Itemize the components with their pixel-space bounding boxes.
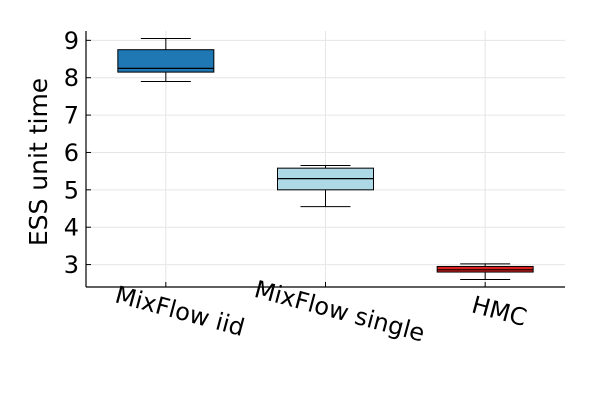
- axis-layer: [85, 31, 565, 288]
- y-tick-label: 4: [64, 214, 79, 242]
- x-tick-label: MixFlow single: [251, 275, 427, 347]
- y-tick-label: 3: [64, 251, 79, 279]
- iqr-box: [117, 49, 215, 73]
- box-layer: [117, 37, 534, 281]
- box-group: [117, 37, 215, 82]
- y-tick-label: 6: [64, 139, 79, 167]
- y-tick-label: 7: [64, 102, 79, 130]
- y-tick-label: 9: [64, 27, 79, 55]
- y-tick-label: 5: [64, 176, 79, 204]
- x-tick-label: MixFlow iid: [112, 281, 247, 342]
- box-group: [277, 165, 374, 208]
- y-tick-label: 8: [64, 64, 79, 92]
- y-axis-title: ESS unit time: [24, 78, 53, 246]
- x-tick-label: HMC: [469, 291, 530, 332]
- box-group: [436, 263, 534, 281]
